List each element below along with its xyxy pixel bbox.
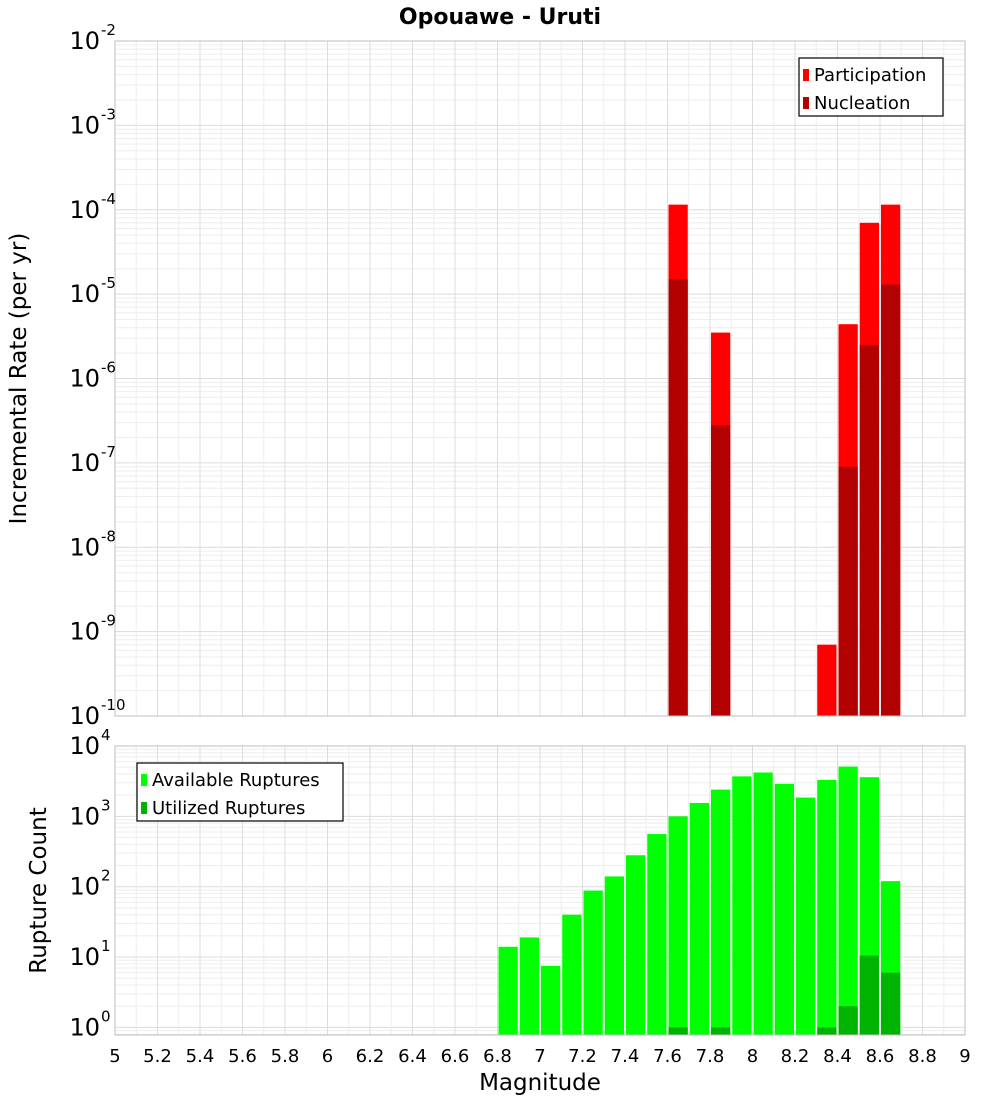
y-tick-label: 10 bbox=[69, 1013, 100, 1041]
x-tick-label: 5.6 bbox=[228, 1046, 257, 1067]
available-bar bbox=[668, 816, 688, 1035]
y-tick-label: 10 bbox=[69, 365, 100, 393]
available-bar bbox=[519, 937, 539, 1035]
available-bar bbox=[817, 779, 837, 1035]
y-tick-label: 10 bbox=[69, 280, 100, 308]
available-bar bbox=[647, 834, 667, 1035]
x-tick-label: 6.2 bbox=[356, 1046, 385, 1067]
y-tick-label: 10 bbox=[69, 618, 100, 646]
x-tick-label: 8.6 bbox=[866, 1046, 895, 1067]
y-tick-exponent: 0 bbox=[101, 1007, 111, 1025]
x-tick-label: 7 bbox=[534, 1046, 545, 1067]
y-tick-exponent: -9 bbox=[101, 612, 116, 630]
y-tick-exponent: -3 bbox=[101, 105, 116, 123]
y-tick-label: 10 bbox=[69, 27, 100, 55]
x-tick-label: 8.4 bbox=[823, 1046, 852, 1067]
x-tick-label: 8.2 bbox=[781, 1046, 810, 1067]
x-tick-label: 7.4 bbox=[611, 1046, 640, 1067]
x-tick-label: 7.8 bbox=[696, 1046, 725, 1067]
available-bar bbox=[498, 946, 518, 1035]
available-bar bbox=[562, 914, 582, 1035]
legend-swatch bbox=[141, 774, 147, 786]
utilized-bar bbox=[668, 1027, 688, 1035]
x-tick-label: 7.2 bbox=[568, 1046, 597, 1067]
utilized-bar bbox=[859, 955, 879, 1035]
y-tick-label: 10 bbox=[69, 111, 100, 139]
y-axis-label: Incremental Rate (per yr) bbox=[6, 233, 32, 525]
legend-swatch bbox=[141, 802, 147, 814]
legend-swatch bbox=[803, 97, 809, 109]
y-tick-exponent: -8 bbox=[101, 527, 116, 545]
available-bar bbox=[796, 797, 816, 1035]
available-bar bbox=[604, 876, 624, 1035]
y-tick-exponent: 4 bbox=[101, 726, 111, 744]
y-axis-label: Rupture Count bbox=[26, 807, 52, 973]
nucleation-bar bbox=[838, 466, 858, 716]
y-tick-exponent: 2 bbox=[101, 867, 111, 885]
legend-box bbox=[798, 57, 944, 117]
y-tick-label: 10 bbox=[69, 449, 100, 477]
x-tick-label: 5 bbox=[109, 1046, 120, 1067]
available-bar bbox=[753, 772, 773, 1035]
utilized-bar bbox=[881, 972, 901, 1035]
legend-label: Participation bbox=[814, 65, 926, 86]
x-tick-label: 5.8 bbox=[271, 1046, 300, 1067]
x-tick-label: 6.6 bbox=[441, 1046, 470, 1067]
x-tick-label: 8 bbox=[747, 1046, 758, 1067]
nucleation-bar bbox=[711, 425, 731, 716]
y-tick-label: 10 bbox=[69, 873, 100, 901]
nucleation-bar bbox=[859, 344, 879, 716]
legend-label: Utilized Ruptures bbox=[152, 798, 305, 819]
y-tick-exponent: -10 bbox=[101, 696, 126, 714]
available-bar bbox=[541, 965, 561, 1035]
x-tick-label: 5.4 bbox=[186, 1046, 215, 1067]
available-bar bbox=[732, 776, 752, 1035]
x-tick-label: 7.6 bbox=[653, 1046, 682, 1067]
y-tick-exponent: 1 bbox=[101, 937, 111, 955]
x-tick-label: 6.4 bbox=[398, 1046, 427, 1067]
x-tick-label: 9 bbox=[959, 1046, 970, 1067]
available-bar bbox=[838, 766, 858, 1035]
x-axis-label: Magnitude bbox=[479, 1070, 601, 1096]
y-tick-label: 10 bbox=[69, 732, 100, 760]
available-bar bbox=[711, 789, 731, 1035]
utilized-bar bbox=[817, 1027, 837, 1035]
available-bar bbox=[689, 802, 709, 1035]
y-tick-label: 10 bbox=[69, 943, 100, 971]
legend-label: Available Ruptures bbox=[152, 770, 320, 791]
y-tick-exponent: -5 bbox=[101, 274, 116, 292]
participation-bar bbox=[817, 644, 837, 716]
y-tick-label: 10 bbox=[69, 702, 100, 730]
chart-title: Opouawe - Uruti bbox=[399, 5, 601, 30]
y-tick-label: 10 bbox=[69, 533, 100, 561]
y-tick-label: 10 bbox=[69, 802, 100, 830]
plot-frame bbox=[114, 40, 966, 717]
available-bar bbox=[774, 783, 794, 1035]
available-bar bbox=[583, 890, 603, 1035]
y-tick-exponent: -7 bbox=[101, 443, 116, 461]
available-bar bbox=[626, 855, 646, 1035]
x-tick-label: 5.2 bbox=[143, 1046, 172, 1067]
y-tick-label: 10 bbox=[69, 196, 100, 224]
nucleation-bar bbox=[881, 284, 901, 716]
utilized-bar bbox=[711, 1027, 731, 1035]
x-tick-label: 6.8 bbox=[483, 1046, 512, 1067]
y-tick-exponent: -6 bbox=[101, 359, 116, 377]
legend-label: Nucleation bbox=[814, 93, 910, 114]
utilized-bar bbox=[838, 1006, 858, 1035]
y-tick-exponent: -2 bbox=[101, 21, 116, 39]
legend-box bbox=[136, 762, 344, 822]
y-tick-exponent: -4 bbox=[101, 190, 116, 208]
y-tick-exponent: 3 bbox=[101, 796, 111, 814]
x-tick-label: 8.8 bbox=[908, 1046, 937, 1067]
plot-frame bbox=[114, 745, 966, 1036]
x-tick-label: 6 bbox=[322, 1046, 333, 1067]
legend-swatch bbox=[803, 69, 809, 81]
nucleation-bar bbox=[668, 279, 688, 716]
